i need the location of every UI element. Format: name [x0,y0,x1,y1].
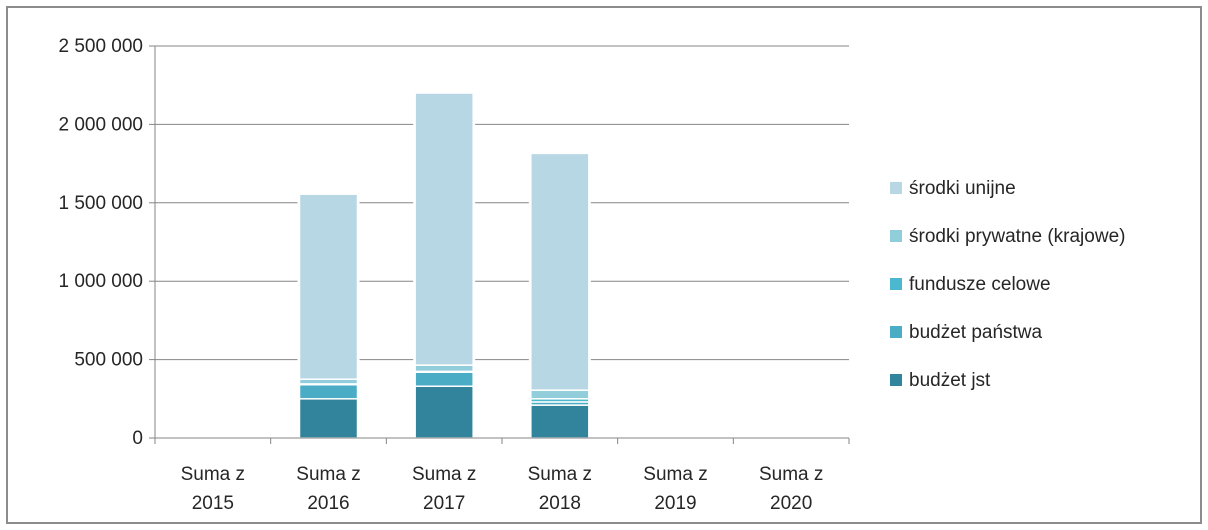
y-tick-label: 2 500 000 [58,36,143,57]
bar-segment [414,364,474,373]
bar-segment [298,383,359,400]
x-tick-label: Suma z 2019 [643,464,707,514]
legend-swatch [890,374,902,386]
x-tick-labels: Suma z 2015 Suma z 2016 Suma z 2017 Suma z 2018… [181,464,824,514]
bar-segment [530,404,590,439]
stacked-bar-chart: 0 500 000 1 000 000 1 500 000 2 000 000 2 500… [58,36,1125,514]
legend-label: fundusze celowe [909,274,1051,295]
legend: środki unijne środki prywatne (krajowe) fu… [890,178,1125,391]
gridlines [155,45,849,361]
legend-label: budżet jst [909,370,991,391]
legend-swatch [890,230,902,242]
bars [297,91,591,439]
y-tick-label: 1 500 000 [58,193,143,214]
x-tick-label: Suma z 2018 [528,464,592,514]
legend-label: budżet państwa [909,322,1043,343]
bar-segment [414,371,474,388]
y-tick-label: 500 000 [74,350,143,371]
x-tick-label: Suma z 2017 [412,464,476,514]
x-tick-label: Suma z 2015 [181,464,245,514]
bar-segment [298,193,359,380]
y-tick-label: 2 000 000 [58,114,143,135]
chart-frame: 0 500 000 1 000 000 1 500 000 2 000 000 2 500… [6,6,1202,524]
y-tick-label: 0 [132,428,143,449]
legend-swatch [890,278,902,290]
bar-segment [414,92,474,366]
legend-swatch [890,182,902,194]
bar-segment [298,398,359,439]
bar-segment [530,389,590,400]
legend-label: środki unijne [909,178,1016,199]
y-tick-label: 1 000 000 [58,271,143,292]
legend-swatch [890,326,902,338]
x-tick-label: Suma z 2016 [296,464,360,514]
bar-segment [414,385,474,439]
axes [149,45,850,444]
bar-segment [530,152,590,391]
legend-label: środki prywatne (krajowe) [909,226,1125,247]
y-tick-labels: 0 500 000 1 000 000 1 500 000 2 000 000 2 500… [58,36,143,449]
x-tick-label: Suma z 2020 [759,464,823,514]
